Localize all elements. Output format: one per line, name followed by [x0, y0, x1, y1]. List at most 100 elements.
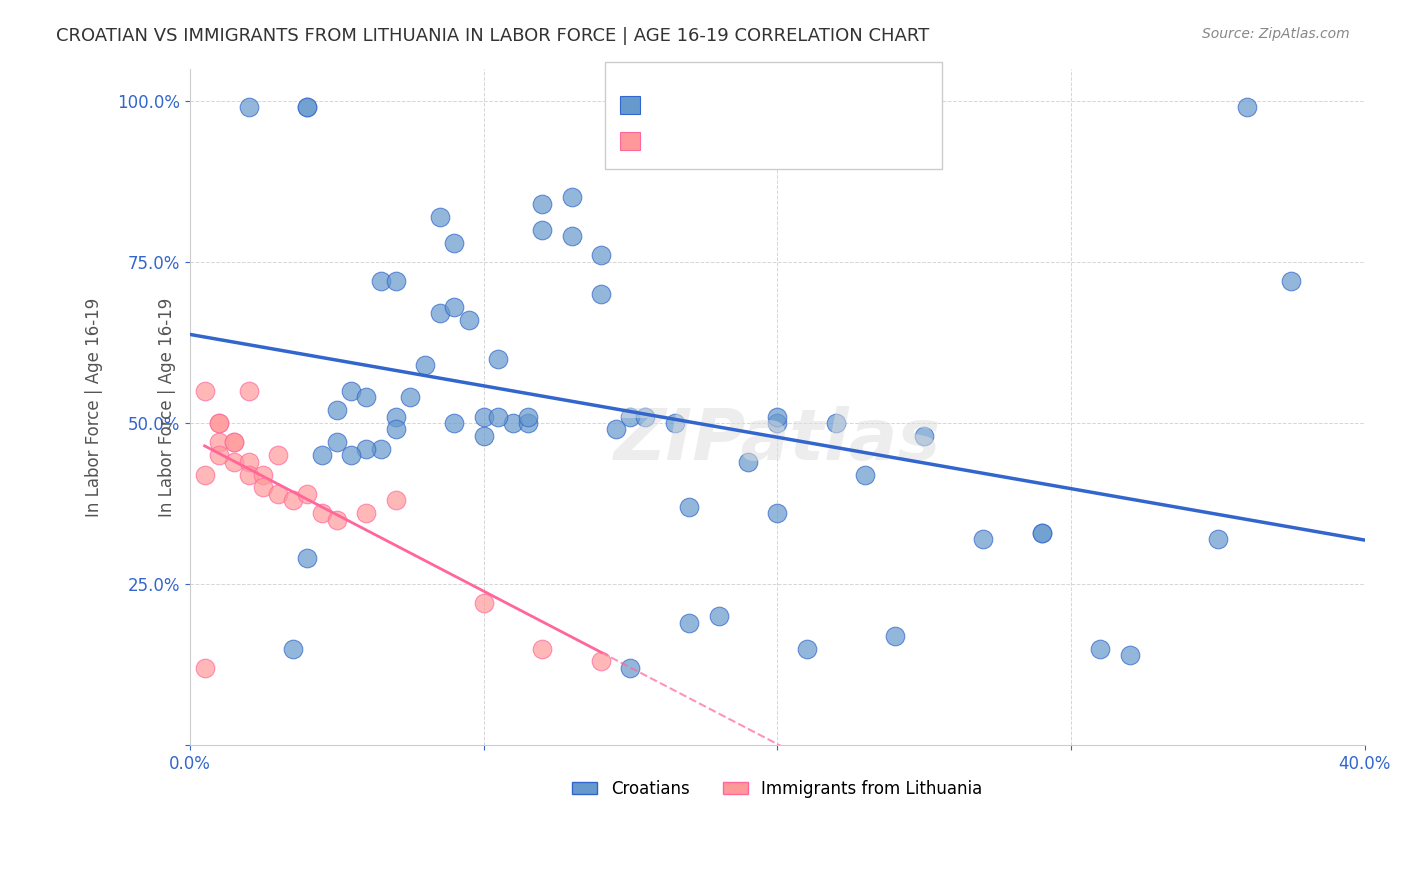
Immigrants from Lithuania	[238, 455, 260, 469]
Croatians	[825, 416, 848, 430]
Text: -0.189: -0.189	[686, 129, 745, 147]
Immigrants from Lithuania	[194, 661, 217, 675]
Croatians	[443, 235, 465, 250]
Croatians	[443, 416, 465, 430]
Croatians	[458, 313, 481, 327]
Croatians	[472, 409, 495, 424]
Text: 63: 63	[808, 94, 831, 112]
Croatians	[707, 609, 730, 624]
Croatians	[486, 351, 509, 366]
Immigrants from Lithuania	[222, 455, 245, 469]
Croatians	[737, 455, 759, 469]
Croatians	[766, 416, 789, 430]
Croatians	[796, 641, 818, 656]
Croatians	[326, 403, 349, 417]
Text: N =: N =	[752, 129, 783, 147]
Text: 26: 26	[808, 129, 831, 147]
Croatians	[370, 274, 392, 288]
Text: ZIPatlas: ZIPatlas	[613, 406, 941, 475]
Croatians	[516, 409, 538, 424]
Croatians	[619, 409, 641, 424]
Text: 0.151: 0.151	[696, 94, 748, 112]
Y-axis label: In Labor Force | Age 16-19: In Labor Force | Age 16-19	[86, 297, 103, 516]
Croatians	[561, 190, 583, 204]
Croatians	[561, 229, 583, 244]
Immigrants from Lithuania	[267, 487, 290, 501]
Immigrants from Lithuania	[252, 480, 274, 494]
Croatians	[1119, 648, 1142, 662]
Croatians	[1031, 525, 1053, 540]
Croatians	[326, 435, 349, 450]
Croatians	[238, 100, 260, 114]
Croatians	[591, 287, 613, 301]
Croatians	[297, 551, 319, 566]
Immigrants from Lithuania	[591, 655, 613, 669]
Croatians	[1090, 641, 1112, 656]
Croatians	[531, 222, 554, 236]
Text: CROATIAN VS IMMIGRANTS FROM LITHUANIA IN LABOR FORCE | AGE 16-19 CORRELATION CHA: CROATIAN VS IMMIGRANTS FROM LITHUANIA IN…	[56, 27, 929, 45]
Immigrants from Lithuania	[354, 506, 377, 520]
Immigrants from Lithuania	[531, 641, 554, 656]
Immigrants from Lithuania	[208, 416, 231, 430]
Immigrants from Lithuania	[252, 467, 274, 482]
Immigrants from Lithuania	[222, 435, 245, 450]
Croatians	[443, 300, 465, 314]
Text: R =: R =	[640, 129, 671, 147]
Immigrants from Lithuania	[222, 435, 245, 450]
Immigrants from Lithuania	[326, 513, 349, 527]
Croatians	[516, 416, 538, 430]
Immigrants from Lithuania	[208, 435, 231, 450]
Croatians	[297, 100, 319, 114]
Croatians	[281, 641, 304, 656]
Croatians	[678, 615, 700, 630]
Croatians	[370, 442, 392, 456]
Croatians	[766, 409, 789, 424]
Croatians	[340, 448, 363, 462]
Croatians	[340, 384, 363, 398]
Croatians	[399, 390, 422, 404]
Immigrants from Lithuania	[208, 416, 231, 430]
Immigrants from Lithuania	[194, 467, 217, 482]
Croatians	[354, 390, 377, 404]
Immigrants from Lithuania	[472, 597, 495, 611]
Text: Source: ZipAtlas.com: Source: ZipAtlas.com	[1202, 27, 1350, 41]
Croatians	[605, 422, 627, 436]
Y-axis label: In Labor Force | Age 16-19: In Labor Force | Age 16-19	[157, 297, 176, 516]
Immigrants from Lithuania	[208, 448, 231, 462]
Text: R =: R =	[640, 94, 671, 112]
Croatians	[678, 500, 700, 514]
Immigrants from Lithuania	[238, 384, 260, 398]
Croatians	[1279, 274, 1302, 288]
Immigrants from Lithuania	[297, 487, 319, 501]
Croatians	[311, 448, 333, 462]
Immigrants from Lithuania	[311, 506, 333, 520]
Legend: Croatians, Immigrants from Lithuania: Croatians, Immigrants from Lithuania	[565, 773, 988, 805]
Croatians	[531, 197, 554, 211]
Croatians	[855, 467, 877, 482]
Croatians	[619, 661, 641, 675]
Croatians	[664, 416, 686, 430]
Croatians	[1206, 532, 1229, 546]
Croatians	[502, 416, 524, 430]
Immigrants from Lithuania	[384, 493, 406, 508]
Croatians	[354, 442, 377, 456]
Immigrants from Lithuania	[238, 467, 260, 482]
Croatians	[1031, 525, 1053, 540]
Croatians	[472, 429, 495, 443]
Croatians	[384, 409, 406, 424]
Croatians	[634, 409, 657, 424]
Croatians	[1236, 100, 1258, 114]
Croatians	[486, 409, 509, 424]
Croatians	[429, 210, 451, 224]
Croatians	[591, 248, 613, 262]
Croatians	[972, 532, 994, 546]
Immigrants from Lithuania	[194, 384, 217, 398]
Croatians	[384, 274, 406, 288]
Immigrants from Lithuania	[267, 448, 290, 462]
Croatians	[883, 629, 905, 643]
Croatians	[413, 358, 436, 372]
Croatians	[912, 429, 935, 443]
Immigrants from Lithuania	[281, 493, 304, 508]
Croatians	[297, 100, 319, 114]
Croatians	[429, 306, 451, 320]
